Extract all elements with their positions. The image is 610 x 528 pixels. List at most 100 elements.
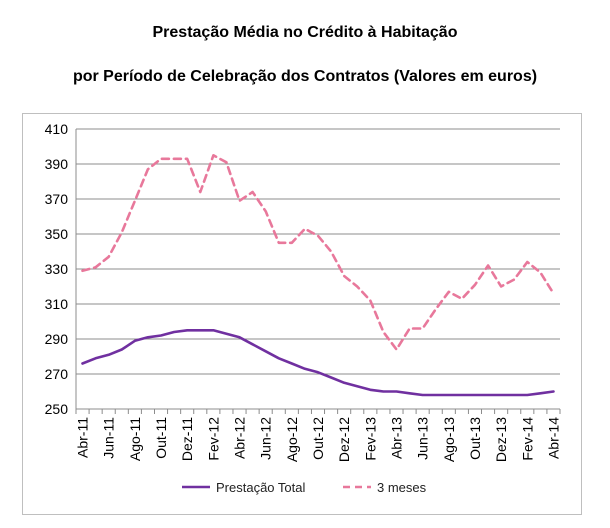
data-point: [186, 157, 189, 160]
x-tick-label: Abr-11: [75, 417, 91, 458]
legend-label-1: Prestação Total: [216, 480, 305, 495]
data-point: [369, 388, 372, 391]
data-point: [291, 241, 294, 244]
data-point: [526, 261, 529, 264]
data-point: [173, 331, 176, 334]
x-tick-label: Abr-12: [232, 417, 248, 459]
data-point: [330, 376, 333, 379]
data-point: [134, 339, 137, 342]
data-point: [264, 350, 267, 353]
x-tick-label: Out-12: [310, 417, 326, 460]
data-point: [513, 394, 516, 397]
data-point: [107, 255, 110, 258]
data-point: [552, 390, 555, 393]
y-tick-label: 390: [45, 156, 69, 172]
data-point: [356, 385, 359, 388]
y-tick-label: 250: [45, 401, 69, 417]
data-point: [343, 275, 346, 278]
data-point: [291, 362, 294, 365]
x-tick-label: Dez-12: [336, 417, 352, 462]
data-point: [395, 348, 398, 351]
data-point: [120, 348, 123, 351]
data-point: [343, 381, 346, 384]
y-tick-label: 290: [45, 331, 69, 347]
data-point: [199, 191, 202, 194]
data-point: [434, 394, 437, 397]
data-point: [461, 297, 464, 300]
data-point: [461, 394, 464, 397]
data-point: [382, 390, 385, 393]
data-point: [94, 266, 97, 269]
data-point: [487, 264, 490, 267]
data-point: [382, 331, 385, 334]
data-point: [474, 394, 477, 397]
y-tick-label: 310: [45, 296, 69, 312]
chart-title: Prestação Média no Crédito à Habitação: [152, 24, 458, 41]
data-point: [539, 271, 542, 274]
y-tick-label: 350: [45, 226, 69, 242]
y-tick-label: 410: [45, 121, 69, 137]
data-point: [147, 168, 150, 171]
data-point: [304, 367, 307, 370]
data-point: [304, 227, 307, 230]
chart-frame: [22, 113, 582, 515]
data-point: [395, 390, 398, 393]
x-tick-label: Dez-11: [179, 417, 195, 461]
data-point: [107, 353, 110, 356]
data-point: [408, 392, 411, 395]
data-point: [238, 199, 241, 202]
x-tick-label: Jun-13: [415, 417, 431, 460]
series-line-2: [81, 154, 555, 351]
data-point: [330, 250, 333, 253]
x-tick-label: Out-11: [153, 417, 169, 459]
data-point: [552, 292, 555, 295]
data-point: [317, 371, 320, 374]
y-tick-label: 330: [45, 261, 69, 277]
x-tick-label: Ago-13: [441, 417, 457, 462]
x-tick-label: Abr-14: [545, 417, 561, 459]
data-point: [147, 336, 150, 339]
data-point: [160, 157, 163, 160]
data-point: [120, 231, 123, 234]
x-tick-label: Fev-13: [362, 417, 378, 461]
data-point: [434, 308, 437, 311]
data-point: [421, 327, 424, 330]
y-tick-label: 270: [45, 366, 69, 382]
data-point: [186, 329, 189, 332]
x-tick-label: Fev-12: [205, 417, 221, 461]
data-point: [277, 241, 280, 244]
data-point: [356, 285, 359, 288]
data-point: [474, 283, 477, 286]
data-point: [94, 357, 97, 360]
data-point: [199, 329, 202, 332]
data-point: [526, 394, 529, 397]
x-tick-label: Dez-13: [493, 417, 509, 462]
x-tick-label: Out-13: [467, 417, 483, 460]
data-point: [264, 210, 267, 213]
data-point: [225, 161, 228, 164]
data-point: [539, 392, 542, 395]
data-point: [500, 394, 503, 397]
data-point: [421, 394, 424, 397]
data-point: [225, 332, 228, 335]
x-tick-label: Jun-12: [258, 417, 274, 460]
x-tick-label: Abr-13: [388, 417, 404, 459]
data-point: [160, 334, 163, 337]
x-tick-label: Ago-12: [284, 417, 300, 462]
data-point: [212, 154, 215, 157]
data-point: [173, 157, 176, 160]
data-point: [81, 362, 84, 365]
y-tick-label: 370: [45, 191, 69, 207]
data-point: [81, 269, 84, 272]
data-point: [238, 336, 241, 339]
data-point: [134, 199, 137, 202]
data-point: [317, 234, 320, 237]
data-point: [500, 285, 503, 288]
data-point: [212, 329, 215, 332]
data-point: [369, 299, 372, 302]
data-point: [251, 191, 254, 194]
data-point: [448, 290, 451, 293]
data-point: [408, 327, 411, 330]
chart-subtitle: por Período de Celebração dos Contratos …: [72, 68, 538, 85]
